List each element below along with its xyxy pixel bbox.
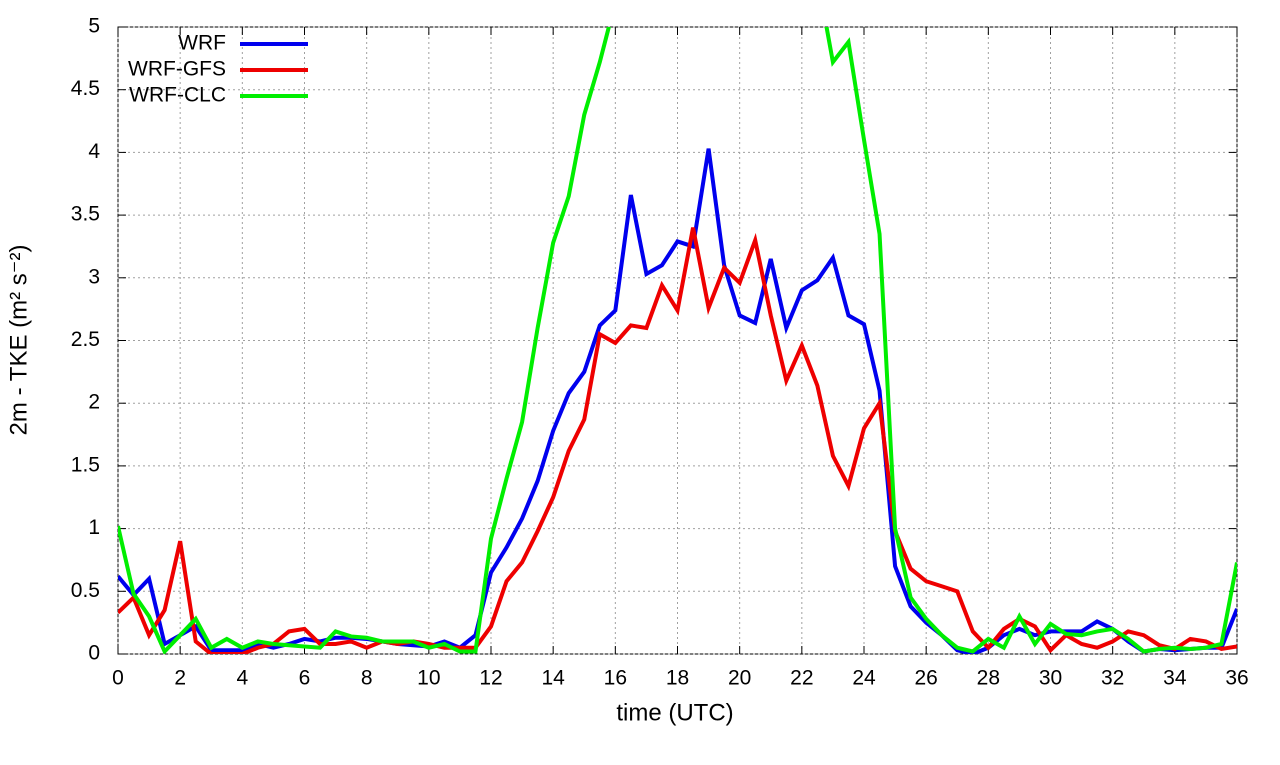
y-tick-label: 2.5 <box>71 328 100 351</box>
y-tick-label: 1 <box>88 516 100 539</box>
x-tick-label: 2 <box>174 667 186 690</box>
x-tick-label: 20 <box>728 667 751 690</box>
y-tick-label: 0.5 <box>71 579 100 602</box>
x-tick-label: 28 <box>977 667 1000 690</box>
x-tick-label: 10 <box>417 667 440 690</box>
y-tick-label: 2 <box>88 391 100 414</box>
x-tick-label: 22 <box>790 667 813 690</box>
x-tick-label: 6 <box>299 667 311 690</box>
x-tick-label: 14 <box>541 667 565 690</box>
x-tick-label: 4 <box>236 667 248 690</box>
x-tick-label: 32 <box>1101 667 1124 690</box>
x-tick-label: 12 <box>479 667 502 690</box>
y-axis-label: 2m - TKE (m² s⁻²) <box>5 245 32 436</box>
y-tick-label: 1.5 <box>71 453 100 476</box>
x-tick-label: 30 <box>1039 667 1062 690</box>
data-line <box>118 227 1237 654</box>
data-line <box>118 27 1237 654</box>
legend-label: WRF-GFS <box>128 58 226 81</box>
x-tick-label: 26 <box>914 667 937 690</box>
y-tick-label: 5 <box>88 15 100 38</box>
x-tick-label: 36 <box>1225 667 1248 690</box>
y-tick-label: 0 <box>88 642 100 665</box>
y-tick-label: 4 <box>88 140 100 163</box>
x-tick-label: 8 <box>361 667 373 690</box>
x-tick-label: 34 <box>1163 667 1187 690</box>
legend-label: WRF-CLC <box>129 84 226 107</box>
x-tick-label: 18 <box>666 667 689 690</box>
y-tick-label: 3.5 <box>71 203 100 226</box>
y-tick-label: 3 <box>88 265 100 288</box>
x-tick-label: 24 <box>852 667 876 690</box>
legend-label: WRF <box>178 32 226 55</box>
x-axis-label: time (UTC) <box>616 699 733 726</box>
x-tick-label: 16 <box>604 667 627 690</box>
data-line <box>118 148 1237 654</box>
y-tick-label: 4.5 <box>71 77 100 100</box>
x-tick-label: 0 <box>112 667 124 690</box>
